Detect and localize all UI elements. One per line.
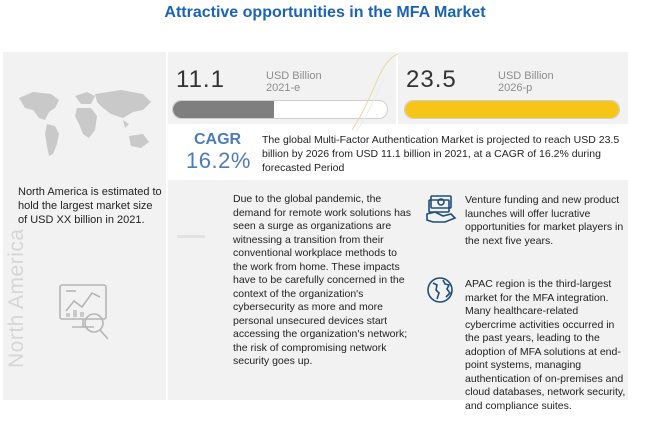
- forecast-bar-fill: [405, 101, 619, 118]
- region-panel: North America is estimated to hold the l…: [3, 52, 166, 400]
- divider: [177, 235, 205, 238]
- forecast-year: 2026-p: [498, 82, 533, 94]
- page-title: Attractive opportunities in the MFA Mark…: [164, 4, 486, 21]
- current-bar: [172, 100, 388, 119]
- decorative-swirl: [351, 53, 399, 132]
- current-year: 2021-e: [266, 82, 301, 94]
- money-icon: [426, 195, 457, 223]
- stat-forecast-card: 23.5 USD Billion 2026-p: [398, 52, 628, 124]
- current-unit-block: USD Billion 2021-e: [266, 70, 322, 94]
- apac-insight: APAC region is the third-largest market …: [465, 278, 626, 412]
- insights-panel: [168, 180, 628, 400]
- forecast-unit-block: USD Billion 2026-p: [498, 70, 554, 94]
- current-bar-fill: [173, 101, 274, 118]
- analytics-icon: [59, 284, 109, 340]
- region-label: North America: [5, 228, 28, 368]
- forecast-unit: USD Billion: [498, 70, 554, 82]
- globe-icon: [427, 277, 453, 303]
- world-map-icon: [19, 90, 151, 156]
- pandemic-insight: Due to the global pandemic, the demand f…: [233, 193, 412, 367]
- stat-current-card: 11.1 USD Billion 2021-e: [168, 52, 396, 124]
- cagr-description: The global Multi-Factor Authentication M…: [262, 134, 620, 174]
- current-value: 11.1: [176, 66, 225, 93]
- forecast-bar: [404, 100, 620, 119]
- region-description: North America is estimated to hold the l…: [18, 186, 162, 226]
- cagr-value: 16.2%: [186, 148, 251, 173]
- cagr-label: CAGR: [194, 131, 242, 148]
- forecast-value: 23.5: [406, 66, 457, 93]
- current-unit: USD Billion: [266, 70, 322, 82]
- venture-insight: Venture funding and new product launches…: [465, 194, 624, 247]
